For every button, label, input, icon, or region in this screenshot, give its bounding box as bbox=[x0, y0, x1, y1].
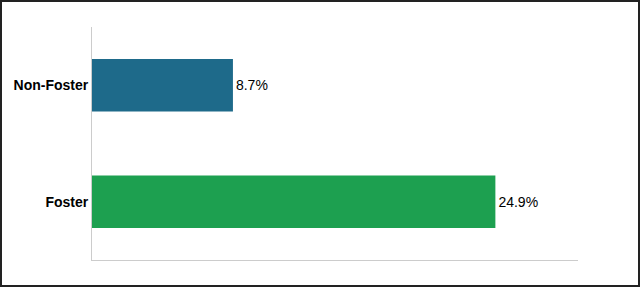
svg-text:8.7%: 8.7% bbox=[236, 77, 268, 93]
svg-text:Foster: Foster bbox=[45, 194, 88, 210]
svg-text:24.9%: 24.9% bbox=[498, 194, 538, 210]
svg-text:Non-Foster: Non-Foster bbox=[14, 77, 89, 93]
